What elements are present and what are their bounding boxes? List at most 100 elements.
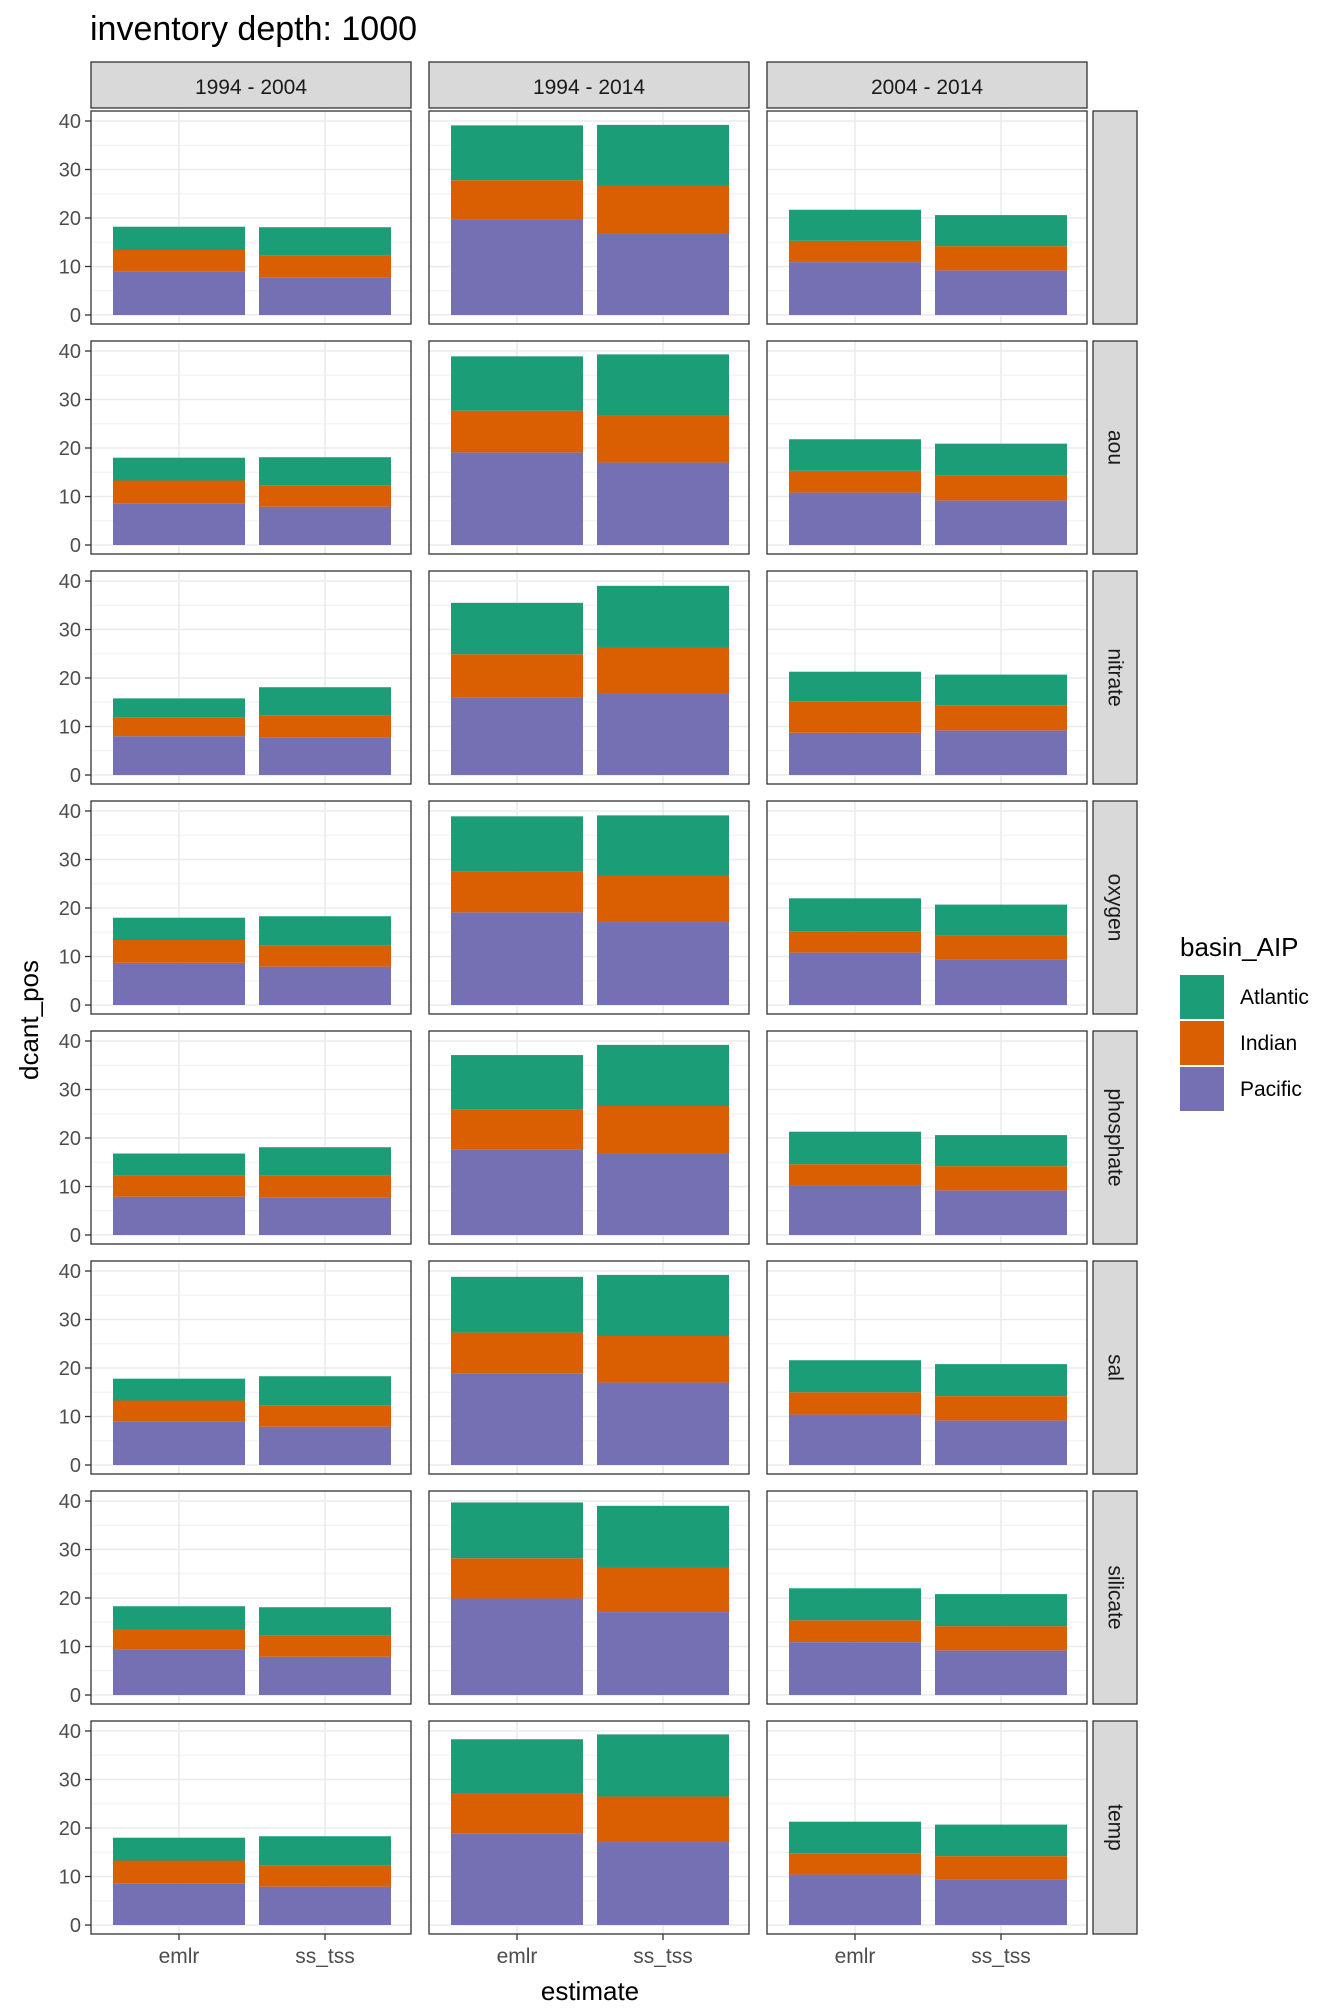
- bar-segment-indian: [259, 945, 391, 967]
- y-axis-title: dcant_pos: [14, 960, 44, 1080]
- legend-title: basin_AIP: [1180, 932, 1299, 962]
- y-tick-label: 40: [59, 1491, 81, 1513]
- y-tick-label: 0: [70, 305, 81, 327]
- y-tick-label: 0: [70, 1915, 81, 1937]
- x-tick-label: emlr: [159, 1945, 200, 1968]
- y-tick-label: 40: [59, 341, 81, 363]
- bar-segment-pacific: [113, 1649, 245, 1695]
- bar-segment-atlantic: [451, 1276, 583, 1333]
- bar-segment-atlantic: [597, 1505, 729, 1567]
- row-strip-7: [1092, 1720, 1138, 1935]
- bar-segment-indian: [113, 480, 245, 504]
- bar-segment-indian: [789, 1620, 921, 1643]
- bar-segment-atlantic: [451, 1502, 583, 1559]
- bar-segment-atlantic: [597, 354, 729, 416]
- bar-segment-indian: [451, 1558, 583, 1599]
- row-strip-label: aou: [1104, 430, 1127, 465]
- bar-segment-atlantic: [113, 226, 245, 251]
- bar-segment-atlantic: [113, 1378, 245, 1401]
- bar-segment-indian: [451, 1109, 583, 1150]
- y-tick-label: 0: [70, 535, 81, 557]
- bar-segment-pacific: [451, 912, 583, 1005]
- bar-segment-pacific: [451, 1149, 583, 1235]
- bar-segment-indian: [597, 1105, 729, 1154]
- panel-border: [766, 1720, 1088, 1935]
- panel-border: [428, 1030, 750, 1245]
- legend-key-atlantic: [1180, 975, 1224, 1019]
- y-tick-label: 30: [59, 1770, 81, 1792]
- row-strip-5: [1092, 1260, 1138, 1475]
- bar-segment-indian: [935, 1396, 1067, 1421]
- bar-segment-pacific: [451, 219, 583, 315]
- bar-segment-pacific: [259, 277, 391, 315]
- y-tick-label: 10: [59, 257, 81, 279]
- bar-segment-pacific: [597, 693, 729, 775]
- row-strip-1: [1092, 340, 1138, 555]
- bar-segment-atlantic: [935, 1594, 1067, 1627]
- y-tick-label: 0: [70, 1455, 81, 1477]
- bar-segment-indian: [597, 875, 729, 923]
- bar-segment-pacific: [451, 697, 583, 775]
- bar-segment-indian: [451, 410, 583, 453]
- bar-segment-indian: [451, 180, 583, 220]
- panel-border: [428, 1490, 750, 1705]
- y-tick-label: 0: [70, 765, 81, 787]
- bar-segment-atlantic: [259, 916, 391, 946]
- panel-border: [428, 110, 750, 325]
- legend-label: Indian: [1240, 1032, 1297, 1055]
- bar-segment-indian: [259, 255, 391, 278]
- panel-border: [428, 570, 750, 785]
- bar-segment-pacific: [451, 1833, 583, 1925]
- col-strip-2: [766, 61, 1088, 109]
- x-tick-label: emlr: [497, 1945, 538, 1968]
- bar-segment-atlantic: [935, 215, 1067, 247]
- y-tick-label: 10: [59, 1637, 81, 1659]
- panel-border: [428, 1720, 750, 1935]
- bar-segment-indian: [935, 935, 1067, 960]
- bar-segment-indian: [935, 1166, 1067, 1191]
- bar-segment-atlantic: [113, 457, 245, 481]
- bar-segment-indian: [789, 1164, 921, 1186]
- bar-segment-indian: [113, 250, 245, 272]
- panel-border: [428, 1260, 750, 1475]
- bar-segment-pacific: [451, 1373, 583, 1465]
- bar-segment-atlantic: [113, 917, 245, 941]
- bar-segment-atlantic: [597, 1274, 729, 1336]
- y-tick-label: 20: [59, 208, 81, 230]
- bar-segment-indian: [113, 1629, 245, 1650]
- bar-segment-atlantic: [259, 1147, 391, 1176]
- bar-segment-pacific: [113, 736, 245, 775]
- y-tick-label: 30: [59, 620, 81, 642]
- panel-border: [90, 1030, 412, 1245]
- y-tick-label: 20: [59, 1588, 81, 1610]
- bar-segment-pacific: [597, 462, 729, 545]
- row-strip-label: phosphate: [1104, 1088, 1127, 1186]
- col-strip-label: 1994 - 2004: [195, 76, 307, 99]
- y-tick-label: 40: [59, 571, 81, 593]
- bar-segment-pacific: [935, 1879, 1067, 1925]
- col-strip-1: [428, 61, 750, 109]
- bar-segment-indian: [451, 871, 583, 913]
- bar-segment-indian: [113, 1860, 245, 1884]
- bar-segment-indian: [597, 1796, 729, 1843]
- bar-segment-indian: [789, 470, 921, 493]
- col-strip-0: [90, 61, 412, 109]
- panel-border: [428, 800, 750, 1015]
- bar-segment-pacific: [259, 506, 391, 545]
- bar-segment-atlantic: [789, 439, 921, 471]
- bar-segment-indian: [789, 701, 921, 733]
- panel-border: [766, 1030, 1088, 1245]
- bar-segment-indian: [935, 246, 1067, 271]
- bar-segment-pacific: [259, 966, 391, 1005]
- y-tick-label: 10: [59, 1867, 81, 1889]
- bar-segment-indian: [597, 1335, 729, 1383]
- bar-segment-pacific: [451, 452, 583, 545]
- bar-segment-pacific: [597, 922, 729, 1005]
- bar-segment-pacific: [597, 233, 729, 315]
- y-tick-label: 20: [59, 1818, 81, 1840]
- bar-segment-atlantic: [597, 1044, 729, 1106]
- bar-segment-indian: [451, 1793, 583, 1834]
- bar-segment-atlantic: [451, 1739, 583, 1794]
- bar-segment-pacific: [113, 1883, 245, 1925]
- bar-segment-pacific: [935, 730, 1067, 775]
